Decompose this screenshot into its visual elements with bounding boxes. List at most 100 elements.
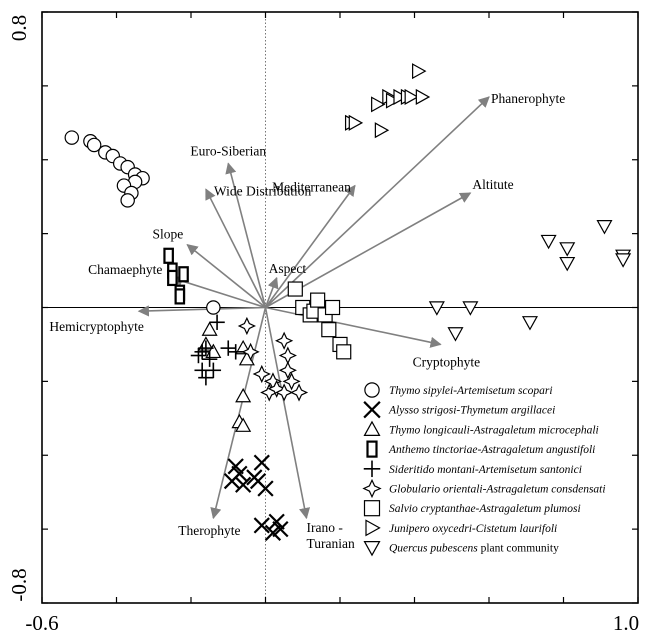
arrow-mediterranean: [264, 184, 356, 308]
series-6: [237, 316, 309, 402]
data-point: [282, 372, 301, 391]
series-2: [223, 454, 289, 541]
data-point: [86, 137, 102, 153]
data-point: [201, 321, 218, 336]
data-point: [235, 387, 252, 403]
legend-marker: [364, 382, 380, 398]
x-stroke: [272, 520, 289, 538]
legend-marker: [365, 519, 381, 537]
arrow-label-altitute: Altitute: [472, 177, 513, 192]
arrow-cryptophyte: [265, 306, 442, 348]
y-tick-label-min: -0.8: [7, 568, 31, 601]
data-point: [289, 383, 309, 402]
data-point: [253, 517, 270, 534]
arrow-irano-turanian: [264, 307, 311, 520]
x-stroke: [257, 480, 274, 497]
arrow-hemicryptophyte: [137, 305, 266, 317]
data-point: [194, 344, 210, 360]
data-point: [228, 344, 244, 360]
arrow-label-cryptophyte: Cryptophyte: [413, 354, 481, 369]
legend-label: Junipero oxycedri-Cistetum laurifoli: [389, 523, 557, 535]
data-point: [324, 299, 341, 316]
data-point: [540, 234, 557, 250]
legend-marker: [363, 540, 381, 557]
legend-marker: [363, 401, 381, 419]
x-stroke: [227, 458, 244, 475]
arrow-label-wide-distribution: Wide Distribution: [214, 183, 312, 198]
sample-points: [64, 63, 632, 541]
data-point: [447, 327, 464, 342]
data-point: [201, 351, 218, 367]
arrow-label-hemicryptophyte: Hemicryptophyte: [49, 319, 143, 334]
data-point: [206, 300, 221, 315]
series-1: [64, 130, 221, 315]
arrow-phanerophyte: [264, 96, 490, 309]
data-point: [336, 344, 352, 360]
data-point: [278, 346, 297, 365]
legend-label: Thymo sipylei-Artemisetum scopari: [389, 385, 553, 397]
arrow-label-phanerophyte: Phanerophyte: [491, 91, 565, 106]
arrow-label-mediterranean: Mediterranean: [272, 180, 351, 195]
x-stroke: [223, 472, 241, 490]
data-point: [163, 247, 174, 264]
legend-marker: [363, 460, 381, 478]
legend-label: Globulario orientali-Astragaletum consde…: [389, 484, 606, 496]
data-point: [596, 220, 613, 235]
data-point: [253, 454, 270, 471]
legend: Thymo sipylei-Artemisetum scopari Alysso …: [362, 382, 606, 557]
legend-marker: [362, 478, 382, 499]
data-point: [615, 253, 632, 268]
series-5: [190, 314, 244, 386]
legend-marker: [366, 440, 378, 458]
arrow-label-aspect: Aspect: [269, 261, 307, 276]
data-point: [310, 292, 326, 308]
data-point: [235, 476, 252, 493]
data-point: [462, 301, 479, 316]
data-point: [371, 96, 386, 113]
data-point: [393, 88, 408, 105]
data-point: [275, 383, 294, 402]
data-point: [190, 347, 207, 364]
data-point: [559, 242, 576, 257]
data-point: [241, 342, 260, 361]
data-point: [209, 314, 225, 330]
data-point: [428, 301, 445, 316]
arrow-euro-siberian: [225, 162, 267, 308]
x-stroke: [235, 476, 252, 493]
data-point: [348, 114, 364, 131]
data-point: [559, 256, 576, 272]
data-point: [198, 369, 214, 386]
series-7: [287, 281, 352, 360]
legend-label: Salvio cryptanthae-Astragaletum plumosi: [389, 503, 581, 515]
data-point: [220, 340, 236, 356]
arrow-wide-distribution: [205, 188, 267, 308]
data-point: [120, 193, 135, 208]
x-tick-label-min: -0.6: [25, 611, 58, 635]
series-8: [344, 63, 431, 139]
legend-label: Thymo longicauli-Astragaletum microcepha…: [389, 424, 599, 436]
data-point: [178, 266, 189, 283]
arrow-slope: [186, 244, 267, 309]
data-point: [64, 130, 80, 145]
data-point: [412, 63, 427, 80]
data-point: [275, 331, 294, 350]
legend-marker: [363, 420, 381, 436]
x-stroke: [249, 472, 267, 490]
data-point: [257, 480, 274, 497]
data-point: [267, 379, 286, 398]
series-4: [163, 247, 189, 305]
data-point: [252, 364, 271, 384]
legend-marker: [363, 500, 381, 517]
arrow-chamaephyte: [171, 275, 266, 309]
data-point: [321, 322, 337, 338]
data-point: [385, 92, 401, 109]
data-point: [272, 520, 289, 538]
x-stroke: [268, 513, 285, 530]
arrow-label-therophyte: Therophyte: [178, 523, 240, 538]
data-point: [404, 88, 420, 105]
data-point: [521, 316, 538, 331]
data-point: [235, 417, 252, 432]
x-stroke: [253, 454, 270, 471]
x-stroke: [363, 401, 381, 419]
